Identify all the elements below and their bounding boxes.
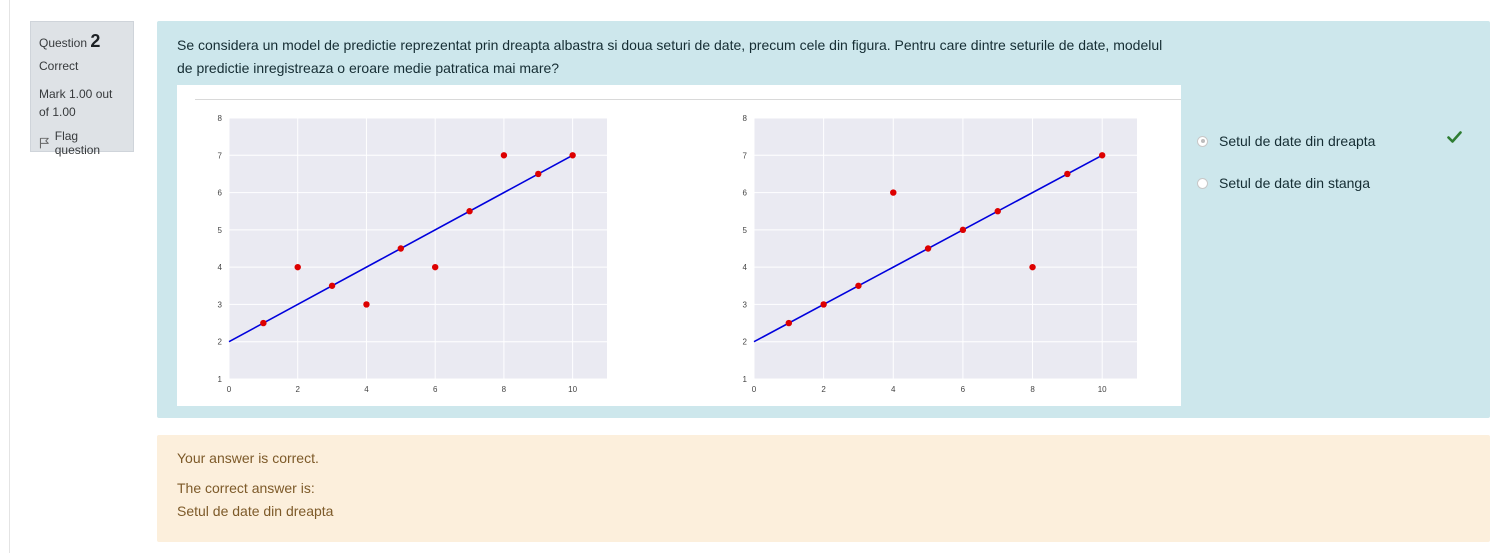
x-tick-label: 0 <box>752 385 757 394</box>
data-point <box>959 226 967 234</box>
option-dreapta-label: Setul de date din dreapta <box>1219 133 1376 149</box>
x-tick-label: 2 <box>296 385 301 394</box>
y-tick-label: 6 <box>218 189 223 198</box>
x-tick-label: 10 <box>1098 385 1107 394</box>
x-tick-label: 6 <box>433 385 438 394</box>
correct-check-icon <box>1447 131 1462 143</box>
question-figure: 0 2 4 6 8 10 1 2 3 4 5 6 7 8 0 2 4 6 8 10 1 2 3 4 5 6 7 8 <box>177 85 1181 406</box>
data-point <box>260 319 267 327</box>
data-point <box>466 208 473 215</box>
y-tick-label: 5 <box>743 226 748 235</box>
flag-icon <box>39 137 49 149</box>
flag-question-label: Flag question <box>54 129 101 157</box>
y-tick-label: 2 <box>743 338 748 347</box>
data-point <box>890 189 897 196</box>
plot-area <box>229 118 607 379</box>
data-point <box>294 263 301 271</box>
x-tick-label: 4 <box>364 385 369 394</box>
data-point <box>855 282 862 289</box>
y-tick-label: 4 <box>218 263 223 272</box>
data-point <box>785 319 793 327</box>
data-point <box>328 282 336 289</box>
question-formulation: Se considera un model de predictie repre… <box>157 21 1490 418</box>
left-border <box>9 0 10 553</box>
y-tick-label: 1 <box>218 375 223 384</box>
data-point <box>1098 152 1106 159</box>
data-point <box>397 245 405 252</box>
y-tick-label: 1 <box>743 375 748 384</box>
correct-answer-value: Setul de date din dreapta <box>177 503 334 519</box>
option-stanga[interactable]: Setul de date din stanga <box>1197 172 1477 194</box>
y-tick-label: 3 <box>743 300 748 309</box>
option-dreapta-radio[interactable] <box>1197 135 1208 147</box>
feedback-panel: Your answer is correct. The correct answ… <box>157 435 1490 542</box>
x-tick-label: 8 <box>502 385 507 394</box>
question-number: Question 2 <box>39 30 125 54</box>
data-point <box>500 152 508 159</box>
flag-question-link[interactable]: Flag question <box>39 129 125 157</box>
question-grade: Mark 1.00 out of 1.00 <box>39 87 113 119</box>
option-dreapta[interactable]: Setul de date din dreapta <box>1197 130 1477 152</box>
correct-answer-label: The correct answer is: <box>177 480 315 496</box>
y-tick-label: 8 <box>743 114 748 123</box>
y-tick-label: 6 <box>743 189 748 198</box>
feedback-result: Your answer is correct. <box>177 450 319 466</box>
x-tick-label: 8 <box>1030 385 1035 394</box>
x-tick-label: 0 <box>227 385 232 394</box>
option-stanga-radio[interactable] <box>1197 177 1208 189</box>
y-tick-label: 3 <box>218 300 223 309</box>
data-point <box>431 263 439 271</box>
data-point <box>924 245 932 252</box>
question-info-panel: Question 2 Correct Mark 1.00 out of 1.00… <box>30 21 134 157</box>
x-tick-label: 6 <box>961 385 966 394</box>
y-tick-label: 2 <box>218 338 223 347</box>
y-tick-label: 5 <box>218 226 223 235</box>
data-point <box>569 152 576 159</box>
question-number-value: 2 <box>90 31 101 51</box>
question-text: Se considera un model de predictie repre… <box>177 37 1163 76</box>
y-tick-label: 4 <box>743 263 748 272</box>
y-tick-label: 7 <box>743 151 748 160</box>
y-tick-label: 8 <box>218 114 223 123</box>
x-tick-label: 2 <box>821 385 826 394</box>
data-point <box>1029 263 1036 271</box>
data-point <box>994 208 1001 215</box>
data-point <box>363 301 370 308</box>
x-tick-label: 4 <box>891 385 896 394</box>
x-tick-label: 10 <box>568 385 577 394</box>
question-state: Correct <box>39 59 79 73</box>
option-stanga-label: Setul de date din stanga <box>1219 175 1371 191</box>
data-point <box>535 170 542 178</box>
question-label: Question <box>39 36 88 50</box>
data-point <box>1064 170 1071 178</box>
y-tick-label: 7 <box>218 151 223 160</box>
plot-area <box>754 118 1137 379</box>
data-point <box>820 301 827 308</box>
